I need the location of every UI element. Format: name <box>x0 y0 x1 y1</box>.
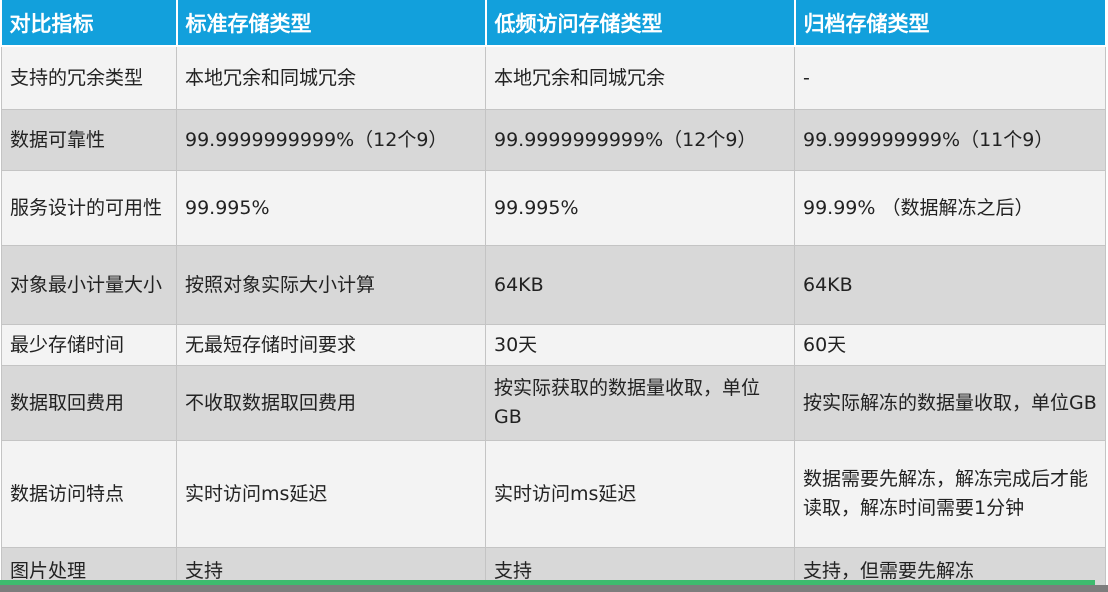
row-label: 支持的冗余类型 <box>1 45 177 110</box>
table-row: 服务设计的可用性 99.995% 99.995% 99.99% （数据解冻之后） <box>1 170 1106 246</box>
cell-archive: 按实际解冻的数据量收取，单位GB <box>794 365 1106 441</box>
cell-archive: - <box>794 45 1106 110</box>
cell-infrequent: 30天 <box>485 324 795 366</box>
cell-archive: 99.99% （数据解冻之后） <box>794 170 1106 246</box>
table-row: 最少存储时间 无最短存储时间要求 30天 60天 <box>1 324 1106 366</box>
header-cell-archive: 归档存储类型 <box>794 0 1107 47</box>
table-row: 数据访问特点 实时访问ms延迟 实时访问ms延迟 数据需要先解冻，解冻完成后才能… <box>1 440 1106 548</box>
header-cell-infrequent: 低频访问存储类型 <box>485 0 796 47</box>
row-label: 数据可靠性 <box>1 109 177 171</box>
row-label: 数据访问特点 <box>1 440 177 548</box>
cell-standard: 实时访问ms延迟 <box>176 440 486 548</box>
row-label: 数据取回费用 <box>1 365 177 441</box>
bottom-frame-bar <box>0 585 1108 592</box>
cell-standard: 无最短存储时间要求 <box>176 324 486 366</box>
header-cell-standard: 标准存储类型 <box>176 0 487 47</box>
cell-infrequent: 本地冗余和同城冗余 <box>485 45 795 110</box>
cell-archive: 60天 <box>794 324 1106 366</box>
cell-standard: 不收取数据取回费用 <box>176 365 486 441</box>
row-label: 对象最小计量大小 <box>1 245 177 325</box>
table-row: 数据取回费用 不收取数据取回费用 按实际获取的数据量收取，单位GB 按实际解冻的… <box>1 365 1106 441</box>
cell-infrequent: 99.9999999999%（12个9） <box>485 109 795 171</box>
header-cell-metric: 对比指标 <box>1 0 178 47</box>
cell-standard: 99.9999999999%（12个9） <box>176 109 486 171</box>
row-label: 服务设计的可用性 <box>1 170 177 246</box>
table-row: 支持的冗余类型 本地冗余和同城冗余 本地冗余和同城冗余 - <box>1 45 1106 110</box>
table-header-row: 对比指标 标准存储类型 低频访问存储类型 归档存储类型 <box>1 0 1107 47</box>
cell-standard: 按照对象实际大小计算 <box>176 245 486 325</box>
bottom-accent-bar <box>0 580 1095 585</box>
row-label: 最少存储时间 <box>1 324 177 366</box>
cell-standard: 本地冗余和同城冗余 <box>176 45 486 110</box>
cell-infrequent: 99.995% <box>485 170 795 246</box>
cell-standard: 99.995% <box>176 170 486 246</box>
table-row: 数据可靠性 99.9999999999%（12个9） 99.9999999999… <box>1 109 1106 171</box>
row-label: 图片处理 <box>1 547 177 592</box>
cell-archive: 64KB <box>794 245 1106 325</box>
cell-infrequent: 64KB <box>485 245 795 325</box>
cell-infrequent: 按实际获取的数据量收取，单位GB <box>485 365 795 441</box>
table-row: 对象最小计量大小 按照对象实际大小计算 64KB 64KB <box>1 245 1106 325</box>
cell-archive: 99.999999999%（11个9） <box>794 109 1106 171</box>
cell-infrequent: 实时访问ms延迟 <box>485 440 795 548</box>
cell-archive: 数据需要先解冻，解冻完成后才能读取，解冻时间需要1分钟 <box>794 440 1106 548</box>
